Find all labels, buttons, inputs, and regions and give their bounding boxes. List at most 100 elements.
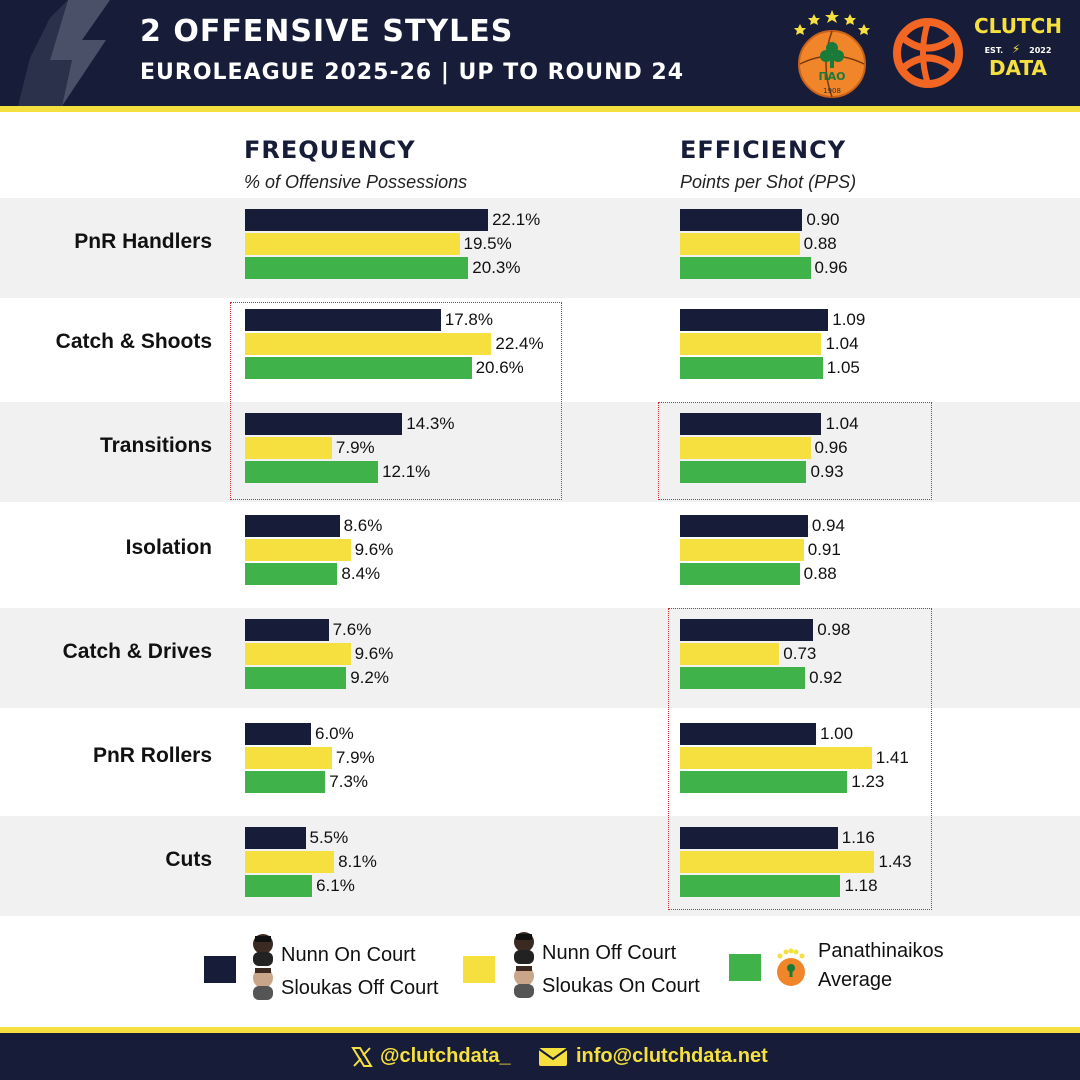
category-label: Isolation (125, 536, 212, 559)
page-subtitle: EUROLEAGUE 2025-26 | UP TO ROUND 24 (140, 60, 685, 85)
sloukas-avatar-icon (514, 966, 534, 998)
efficiency-bar (680, 333, 822, 355)
efficiency-bar (680, 461, 807, 483)
legend-green-line2: Average (818, 969, 893, 991)
frequency-bar (245, 515, 340, 537)
frequency-value-label: 9.2% (350, 668, 389, 687)
efficiency-value-label: 1.04 (825, 414, 859, 433)
euroleague-logo-icon (893, 18, 963, 88)
brand-bottom-text: DATA (988, 56, 1048, 80)
efficiency-value-label: 0.88 (803, 234, 837, 253)
efficiency-value-label: 0.92 (809, 668, 843, 687)
frequency-bar (245, 619, 329, 641)
efficiency-bar (680, 413, 822, 435)
frequency-value-label: 9.6% (354, 644, 394, 663)
efficiency-value-label: 0.96 (814, 258, 848, 277)
efficiency-value-label: 1.18 (844, 876, 878, 895)
frequency-value-label: 8.1% (338, 852, 377, 871)
frequency-bar (245, 667, 347, 689)
brand-bolt-icon: ⚡ (1011, 42, 1021, 56)
frequency-bar (245, 851, 335, 873)
frequency-bar (245, 723, 311, 745)
frequency-bar (245, 357, 472, 379)
footer-stripe (0, 1027, 1080, 1033)
legend-swatch-yellow (463, 956, 495, 983)
efficiency-bar (680, 539, 804, 561)
frequency-bar (245, 771, 326, 793)
frequency-bar (245, 875, 313, 897)
frequency-subtitle: % of Offensive Possessions (244, 172, 468, 192)
brand-year-text: 2022 (1029, 46, 1052, 55)
frequency-value-label: 7.9% (335, 748, 375, 767)
efficiency-value-label: 1.04 (825, 334, 859, 353)
efficiency-title: EFFICIENCY (680, 136, 847, 164)
efficiency-value-label: 1.23 (851, 772, 885, 791)
frequency-bar (245, 539, 351, 561)
efficiency-bar (680, 747, 872, 769)
frequency-value-label: 12.1% (382, 462, 431, 481)
efficiency-bar (680, 515, 808, 537)
row-background (0, 198, 1080, 298)
efficiency-value-label: 1.16 (841, 828, 875, 847)
efficiency-value-label: 0.88 (803, 564, 837, 583)
panathinaikos-logo-icon: ΠΑΟ 1908 (794, 10, 870, 98)
frequency-bar (245, 233, 460, 255)
x-logo-icon (351, 1047, 373, 1067)
frequency-bar (245, 747, 332, 769)
frequency-bar (245, 413, 403, 435)
efficiency-value-label: 1.05 (826, 358, 860, 377)
legend-yellow-line1: Nunn Off Court (542, 942, 677, 964)
frequency-value-label: 8.6% (343, 516, 383, 535)
sloukas-avatar-icon (253, 968, 273, 1000)
frequency-value-label: 5.5% (309, 828, 349, 847)
brand-mid-row: EST. ⚡ 2022 (968, 42, 1068, 56)
frequency-value-label: 22.4% (495, 334, 544, 353)
nunn-avatar-icon (253, 934, 273, 966)
efficiency-value-label: 0.98 (817, 620, 851, 639)
efficiency-bar (680, 827, 838, 849)
frequency-bar (245, 209, 489, 231)
frequency-value-label: 20.3% (472, 258, 521, 277)
frequency-value-label: 7.6% (332, 620, 372, 639)
lightning-bolt-icon (18, 0, 110, 106)
frequency-value-label: 6.0% (315, 724, 354, 743)
frequency-value-label: 7.9% (335, 438, 375, 457)
page-title: 2 OFFENSIVE STYLES (140, 14, 514, 49)
efficiency-value-label: 0.90 (806, 210, 840, 229)
nunn-avatar-icon (514, 932, 534, 964)
efficiency-bar (680, 357, 823, 379)
svg-text:1908: 1908 (823, 87, 841, 95)
efficiency-bar (680, 667, 806, 689)
efficiency-bar (680, 209, 803, 231)
legend-swatch-navy (204, 956, 236, 983)
frequency-value-label: 14.3% (406, 414, 455, 433)
legend-navy-line1: Nunn On Court (281, 944, 416, 966)
efficiency-value-label: 1.43 (878, 852, 912, 871)
frequency-bar (245, 257, 469, 279)
frequency-value-label: 6.1% (316, 876, 355, 895)
frequency-value-label: 7.3% (329, 772, 369, 791)
legend-green-line1: Panathinaikos (818, 940, 944, 962)
header-stripe (0, 106, 1080, 112)
efficiency-bar (680, 233, 800, 255)
efficiency-value-label: 1.09 (832, 310, 866, 329)
panathinaikos-badge-icon (777, 948, 805, 986)
efficiency-subtitle: Points per Shot (PPS) (680, 172, 857, 192)
email-link[interactable]: info@clutchdata.net (576, 1045, 768, 1067)
category-label: Cuts (165, 848, 212, 871)
frequency-bar (245, 437, 332, 459)
frequency-value-label: 9.6% (354, 540, 394, 559)
frequency-bar (245, 643, 351, 665)
category-label: PnR Rollers (92, 744, 212, 767)
category-label: Transitions (99, 434, 212, 457)
twitter-handle-link[interactable]: @clutchdata_ (380, 1045, 511, 1067)
category-label: PnR Handlers (74, 230, 212, 253)
efficiency-bar (680, 619, 814, 641)
frequency-bar (245, 333, 492, 355)
efficiency-bar (680, 875, 841, 897)
frequency-value-label: 22.1% (492, 210, 541, 229)
envelope-icon (538, 1048, 568, 1066)
category-label: Catch & Shoots (55, 330, 212, 353)
efficiency-bar (680, 771, 848, 793)
row-background (0, 608, 1080, 708)
